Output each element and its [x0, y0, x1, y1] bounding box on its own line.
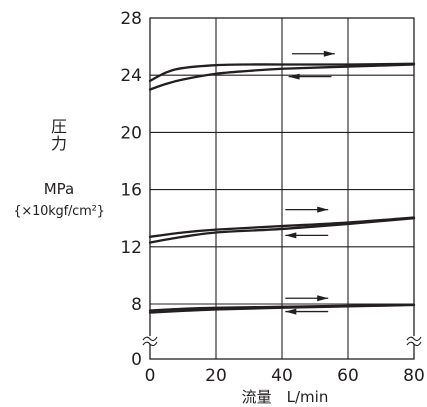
y-tick-label-28: 28 [120, 9, 142, 29]
axis-break-gap-left [143, 336, 157, 344]
y-axis-label-char-2: 力 [50, 134, 67, 153]
y-tick-label-0: 0 [131, 350, 142, 370]
arrow-head-left-3 [285, 232, 297, 239]
y-tick-label-20: 20 [120, 123, 142, 143]
series-line-high-1 [148, 63, 416, 91]
x-tick-label-80: 80 [403, 366, 425, 386]
x-tick-label-20: 20 [205, 366, 227, 386]
arrow-head-right-0 [323, 50, 335, 57]
y-axis-label-char-1: 圧 [50, 117, 67, 136]
arrow-head-right-4 [317, 295, 329, 302]
y-tick-label-8: 8 [131, 295, 142, 315]
axis-break-mark-right-lower [406, 341, 422, 347]
axis-break-mark-left-upper [142, 336, 158, 342]
y-axis-unit: MPa [43, 180, 75, 198]
y-tick-label-12: 12 [120, 238, 142, 258]
x-tick-label-40: 40 [271, 366, 293, 386]
x-axis-label: 流量 L/min [242, 388, 329, 406]
series-line-mid-2 [148, 216, 416, 238]
y-axis-unit-sub: {×10kgf/cm²} [13, 204, 105, 219]
series-line-low-5 [148, 303, 416, 314]
arrow-head-left-5 [285, 308, 297, 315]
y-tick-label-16: 16 [120, 181, 142, 201]
y-axis-label: 圧 力 [0, 118, 118, 152]
axis-break-mark-left-lower [142, 341, 158, 347]
axis-break-mark-right-upper [406, 336, 422, 342]
arrow-head-left-1 [288, 73, 300, 80]
arrow-head-right-2 [317, 206, 329, 213]
series-line-mid-3 [148, 217, 416, 244]
y-tick-label-24: 24 [120, 66, 142, 86]
axis-break-gap-right [407, 336, 421, 344]
x-tick-label-60: 60 [337, 366, 359, 386]
x-tick-label-0: 0 [145, 366, 156, 386]
series-line-high-0 [148, 62, 416, 83]
